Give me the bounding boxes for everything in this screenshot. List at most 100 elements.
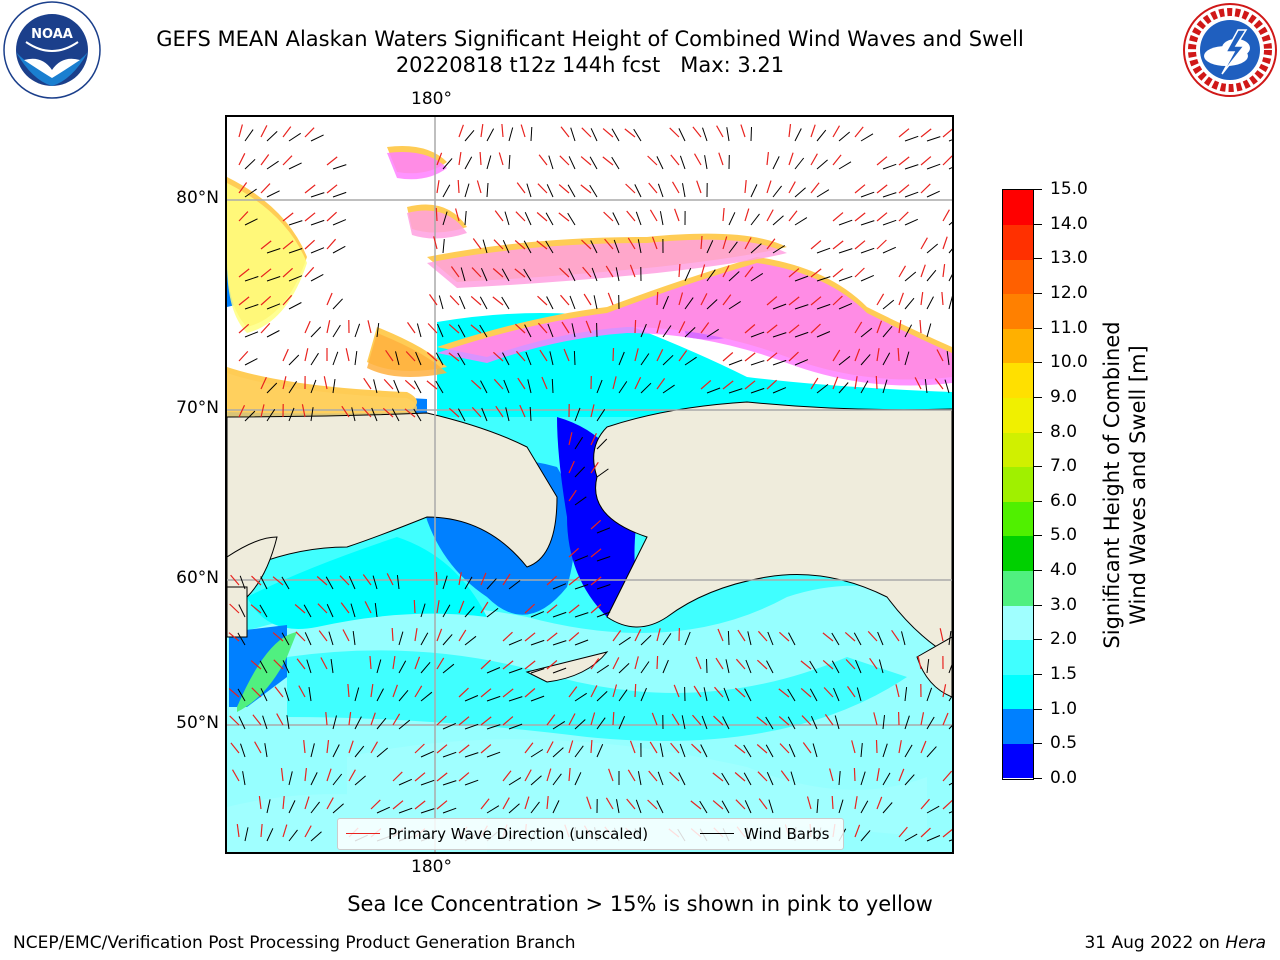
wind-barb xyxy=(288,381,298,394)
wind-barb xyxy=(596,743,604,758)
wind-barb xyxy=(332,715,337,730)
wave-direction-arrow xyxy=(282,126,292,138)
wind-barb xyxy=(706,240,714,254)
wind-barb xyxy=(948,811,952,814)
wave-direction-arrow xyxy=(917,656,922,670)
wind-barb xyxy=(420,691,433,702)
wind-barb xyxy=(596,717,606,730)
wave-direction-arrow xyxy=(875,739,878,754)
wind-barb xyxy=(332,219,347,226)
wave-direction-arrow xyxy=(546,796,549,810)
wind-barb xyxy=(816,331,831,338)
wave-direction-arrow xyxy=(718,152,724,166)
wind-barb xyxy=(303,604,312,618)
wind-barb xyxy=(310,247,325,254)
wave-direction-arrow xyxy=(854,184,866,194)
wave-direction-arrow xyxy=(229,715,240,726)
wave-direction-arrow xyxy=(898,128,910,138)
wind-barb xyxy=(479,296,488,310)
wind-barb xyxy=(242,771,246,786)
wind-barb xyxy=(679,743,686,758)
wave-direction-arrow xyxy=(386,573,394,586)
wind-barb xyxy=(480,380,488,394)
wave-direction-arrow xyxy=(942,264,946,278)
wind-barb xyxy=(924,379,928,394)
wave-direction-arrow xyxy=(936,349,944,362)
wave-direction-arrow xyxy=(546,604,558,614)
wave-direction-arrow xyxy=(788,324,800,334)
colorbar-tick xyxy=(1034,292,1042,294)
wave-direction-arrow xyxy=(712,772,724,782)
wave-direction-arrow xyxy=(260,404,265,418)
wind-barb xyxy=(354,687,360,702)
wave-direction-arrow xyxy=(458,124,464,138)
wave-direction-arrow xyxy=(810,124,816,138)
lat-label-60: 60°N xyxy=(176,568,219,588)
wave-direction-arrow xyxy=(501,123,504,138)
wave-direction-arrow xyxy=(847,686,856,698)
wave-direction-arrow xyxy=(898,292,904,306)
wind-barb xyxy=(330,659,334,674)
wave-direction-arrow xyxy=(304,768,307,782)
wind-barb xyxy=(530,801,540,814)
wave-direction-arrow xyxy=(448,352,460,362)
wave-direction-arrow xyxy=(230,742,240,754)
wave-direction-arrow xyxy=(756,659,768,670)
wave-direction-arrow xyxy=(612,657,620,670)
wind-barb xyxy=(809,688,818,702)
colorbar-tick-label: 12.0 xyxy=(1050,282,1088,303)
wave-direction-arrow xyxy=(494,210,504,222)
wave-direction-arrow xyxy=(778,716,790,726)
wave-direction-arrow xyxy=(867,630,878,642)
wave-direction-arrow xyxy=(875,375,878,390)
wind-barb xyxy=(435,352,444,366)
wave-direction-arrow xyxy=(304,348,309,362)
wind-barb xyxy=(398,631,404,646)
wind-barb xyxy=(413,380,422,394)
wave-direction-arrow xyxy=(580,156,592,166)
colorbar-segment xyxy=(1003,328,1033,364)
wave-direction-arrow xyxy=(304,212,316,222)
wave-direction-arrow xyxy=(722,207,725,222)
wave-direction-arrow xyxy=(920,237,928,250)
wave-direction-arrow xyxy=(898,740,902,754)
wave-direction-arrow xyxy=(252,714,262,726)
colorbar-tick xyxy=(1034,743,1042,745)
title-line-2: 20220818 t12z 144h fcst Max: 3.21 xyxy=(395,53,785,77)
wind-barb xyxy=(464,635,477,646)
wind-barb xyxy=(767,631,774,646)
wind-barb xyxy=(640,634,652,646)
wave-direction-arrow xyxy=(298,685,306,698)
wave-direction-arrow xyxy=(920,292,924,306)
wind-barb xyxy=(442,807,457,814)
wind-barb xyxy=(682,183,686,198)
wind-barb xyxy=(398,689,409,702)
wind-barb xyxy=(310,273,324,282)
wind-barb xyxy=(442,634,453,646)
wind-barb xyxy=(332,744,340,758)
wind-barb xyxy=(948,725,952,730)
wind-barb xyxy=(860,327,873,338)
wind-barb xyxy=(591,267,598,282)
wave-direction-arrow xyxy=(238,350,249,362)
wave-direction-arrow xyxy=(536,240,548,250)
wave-direction-arrow xyxy=(590,404,595,418)
wind-barb xyxy=(371,407,378,422)
wave-direction-arrow xyxy=(822,659,834,670)
wave-direction-arrow xyxy=(744,324,756,334)
wind-barb xyxy=(552,800,560,814)
wind-barb xyxy=(596,664,609,674)
wind-barb xyxy=(288,275,303,282)
wave-direction-arrow xyxy=(458,600,465,614)
wind-barb xyxy=(860,771,866,786)
wave-direction-arrow xyxy=(586,796,592,810)
wind-barb xyxy=(508,154,511,170)
wind-barb xyxy=(616,799,620,814)
wind-barb xyxy=(266,160,279,170)
wind-barb xyxy=(547,323,554,338)
wind-barb xyxy=(486,155,492,170)
wave-direction-arrow xyxy=(854,267,865,278)
colorbar-segment xyxy=(1003,639,1033,675)
wind-barb xyxy=(618,689,628,702)
wave-direction-arrow xyxy=(810,268,822,278)
